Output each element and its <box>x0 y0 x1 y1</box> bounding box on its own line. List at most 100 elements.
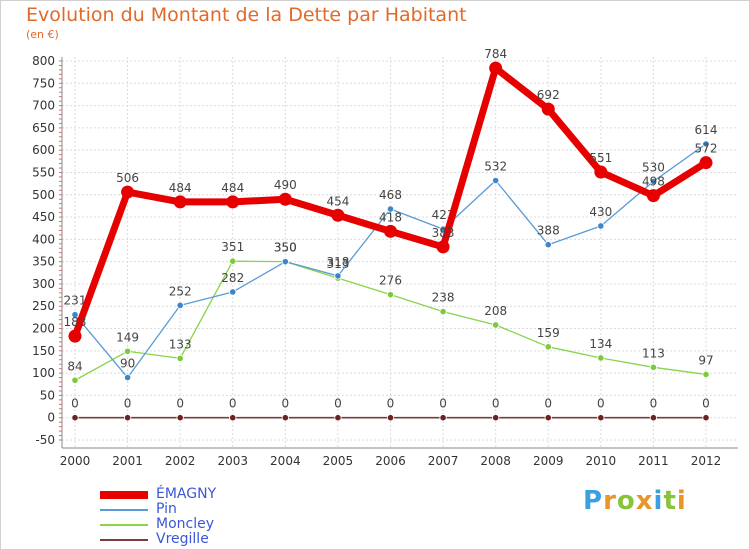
data-label-emagny: 784 <box>484 47 507 61</box>
data-label-emagny: 572 <box>695 142 718 156</box>
data-point-vregille <box>386 414 395 422</box>
data-label-pin: 231 <box>64 294 87 308</box>
data-label-moncley: 350 <box>274 241 297 255</box>
y-tick-label: 700 <box>32 99 55 113</box>
y-tick-label: 550 <box>32 165 55 179</box>
data-point-vregille <box>123 414 132 422</box>
data-point-moncley <box>439 307 447 316</box>
logo-letter: r <box>603 486 617 516</box>
data-label-moncley: 133 <box>169 337 192 351</box>
data-point-moncley <box>649 363 658 371</box>
logo-letter: i <box>676 486 687 516</box>
data-point-moncley <box>544 343 552 351</box>
y-tick-label: 0 <box>47 411 55 425</box>
data-label-emagny: 484 <box>221 181 244 195</box>
y-tick-label: 350 <box>32 255 55 269</box>
data-label-pin: 532 <box>484 159 507 173</box>
data-label-pin: 430 <box>589 205 612 219</box>
plot-area <box>62 57 738 448</box>
data-point-emagny <box>226 195 240 209</box>
data-point-moncley <box>492 321 500 329</box>
data-point-emagny <box>68 329 82 343</box>
x-tick-label: 2004 <box>270 454 301 468</box>
legend-item-moncley: Moncley <box>100 517 216 532</box>
data-label-vregille: 0 <box>71 397 79 411</box>
y-tick-label: 500 <box>32 188 55 202</box>
y-tick-label: 50 <box>40 388 55 402</box>
data-point-emagny <box>121 185 135 199</box>
data-point-pin <box>176 301 184 309</box>
data-label-vregille: 0 <box>597 397 605 411</box>
x-tick-label: 2006 <box>375 454 406 468</box>
y-tick-label: 150 <box>32 344 55 358</box>
data-label-emagny: 454 <box>326 194 349 208</box>
y-tick-label: 250 <box>32 299 55 313</box>
data-point-pin <box>229 288 237 296</box>
data-label-vregille: 0 <box>124 397 132 411</box>
unit-label: (en €) <box>26 28 59 41</box>
data-label-vregille: 0 <box>650 397 658 411</box>
y-tick-label: 100 <box>32 366 55 380</box>
x-tick-label: 2000 <box>60 454 91 468</box>
data-label-moncley: 113 <box>642 346 665 360</box>
legend-swatch-moncley <box>100 523 148 526</box>
data-label-pin: 318 <box>326 255 349 269</box>
data-label-moncley: 276 <box>379 274 402 288</box>
data-label-vregille: 0 <box>492 397 500 411</box>
data-point-vregille <box>334 414 342 422</box>
data-label-moncley: 134 <box>589 337 612 351</box>
data-label-moncley: 97 <box>698 353 713 367</box>
data-label-emagny: 551 <box>589 151 612 165</box>
logo-letter: i <box>653 486 664 516</box>
data-label-pin: 350 <box>274 241 297 255</box>
data-label-moncley: 84 <box>67 359 82 373</box>
data-point-moncley <box>123 347 132 355</box>
data-point-emagny <box>384 224 397 238</box>
data-point-emagny <box>173 195 187 209</box>
data-point-emagny <box>331 208 345 222</box>
data-label-emagny: 183 <box>64 315 87 329</box>
y-tick-label: 650 <box>32 121 55 135</box>
data-label-vregille: 0 <box>387 397 395 411</box>
logo-letter: o <box>616 486 636 516</box>
data-point-moncley <box>597 354 605 362</box>
data-label-emagny: 484 <box>169 181 192 195</box>
data-label-moncley: 149 <box>116 330 139 344</box>
data-label-pin: 252 <box>169 284 192 298</box>
x-tick-label: 2010 <box>586 454 617 468</box>
data-label-moncley: 208 <box>484 304 507 318</box>
x-tick-label: 2007 <box>428 454 459 468</box>
data-label-moncley: 238 <box>432 291 455 305</box>
y-tick-label: 450 <box>32 210 55 224</box>
chart-title: Evolution du Montant de la Dette par Hab… <box>26 4 467 26</box>
x-tick-label: 2011 <box>638 454 669 468</box>
data-point-pin <box>71 311 79 319</box>
x-tick-label: 2009 <box>533 454 564 468</box>
data-point-emagny <box>436 240 450 254</box>
logo-letter: P <box>583 486 604 516</box>
data-label-emagny: 506 <box>116 171 139 185</box>
data-point-moncley <box>702 370 710 379</box>
data-point-vregille <box>176 414 184 422</box>
data-label-vregille: 0 <box>702 397 710 411</box>
data-label-vregille: 0 <box>229 397 237 411</box>
data-label-emagny: 490 <box>274 178 297 192</box>
data-point-vregille <box>544 414 552 422</box>
y-tick-label: 400 <box>32 232 55 246</box>
data-label-vregille: 0 <box>334 397 342 411</box>
data-point-vregille <box>281 414 289 422</box>
data-label-moncley: 159 <box>537 326 560 340</box>
data-point-pin <box>386 205 395 213</box>
data-label-emagny: 692 <box>537 88 560 102</box>
data-point-pin <box>123 373 132 382</box>
data-point-vregille <box>71 414 79 422</box>
y-tick-label: 200 <box>32 322 55 336</box>
data-label-pin: 530 <box>642 160 665 174</box>
data-label-vregille: 0 <box>439 397 447 411</box>
data-label-pin: 90 <box>120 357 135 371</box>
data-label-vregille: 0 <box>544 397 552 411</box>
data-label-vregille: 0 <box>282 397 290 411</box>
x-tick-label: 2008 <box>480 454 511 468</box>
x-tick-label: 2003 <box>217 454 248 468</box>
